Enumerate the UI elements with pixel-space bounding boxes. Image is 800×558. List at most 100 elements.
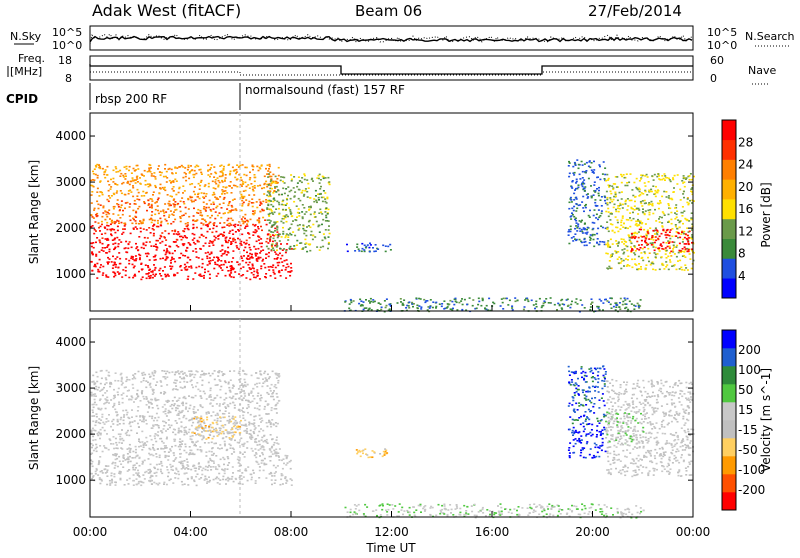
heatmap-cell	[634, 201, 636, 203]
heatmap-cell	[151, 483, 153, 485]
heatmap-cell	[112, 256, 114, 258]
heatmap-cell	[207, 430, 209, 432]
heatmap-cell	[233, 434, 235, 436]
heatmap-cell	[260, 395, 262, 397]
heatmap-cell	[185, 406, 187, 408]
heatmap-cell	[155, 274, 157, 276]
heatmap-cell	[689, 253, 691, 255]
heatmap-cell	[132, 374, 134, 376]
heatmap-cell	[176, 167, 178, 169]
heatmap-cell	[164, 203, 166, 205]
heatmap-cell	[601, 210, 603, 212]
heatmap-cell	[242, 415, 244, 417]
heatmap-cell	[165, 254, 167, 256]
heatmap-cell	[274, 277, 276, 279]
heatmap-cell	[215, 455, 217, 457]
heatmap-cell	[365, 307, 367, 309]
heatmap-cell	[95, 242, 97, 244]
heatmap-cell	[252, 470, 254, 472]
heatmap-cell	[244, 395, 246, 397]
heatmap-cell	[111, 472, 113, 474]
heatmap-cell	[161, 385, 163, 387]
heatmap-cell	[143, 248, 145, 250]
heatmap-cell	[633, 252, 635, 254]
heatmap-cell	[256, 166, 258, 168]
heatmap-cell	[359, 299, 361, 301]
heatmap-cell	[603, 161, 605, 163]
heatmap-cell	[260, 400, 262, 402]
heatmap-cell	[225, 177, 227, 179]
heatmap-cell	[99, 166, 101, 168]
heatmap-cell	[288, 207, 290, 209]
heatmap-cell	[571, 237, 573, 239]
heatmap-cell	[126, 434, 128, 436]
heatmap-cell	[255, 438, 257, 440]
heatmap-cell	[174, 374, 176, 376]
heatmap-cell	[250, 249, 252, 251]
heatmap-cell	[586, 162, 588, 164]
heatmap-cell	[593, 161, 595, 163]
heatmap-cell	[116, 192, 118, 194]
heatmap-cell	[242, 197, 244, 199]
heatmap-cell	[638, 224, 640, 226]
heatmap-cell	[620, 262, 622, 264]
heatmap-cell	[638, 244, 640, 246]
heatmap-cell	[188, 242, 190, 244]
heatmap-cell	[259, 398, 261, 400]
heatmap-cell	[146, 423, 148, 425]
y-tick-label: 4000	[55, 129, 86, 143]
heatmap-cell	[174, 477, 176, 479]
heatmap-cell	[271, 212, 273, 214]
heatmap-cell	[170, 210, 172, 212]
heatmap-cell	[545, 298, 547, 300]
heatmap-cell	[132, 467, 134, 469]
heatmap-cell	[236, 423, 238, 425]
heatmap-cell	[131, 172, 133, 174]
heatmap-cell	[221, 264, 223, 266]
noise-left-tick-top: 10^5	[52, 26, 82, 39]
heatmap-cell	[568, 176, 570, 178]
heatmap-cell	[214, 398, 216, 400]
heatmap-cell	[252, 234, 254, 236]
heatmap-cell	[389, 244, 391, 246]
heatmap-cell	[178, 373, 180, 375]
heatmap-cell	[227, 406, 229, 408]
heatmap-cell	[571, 212, 573, 214]
heatmap-cell	[684, 256, 686, 258]
heatmap-cell	[166, 250, 168, 252]
heatmap-cell	[270, 451, 272, 453]
heatmap-cell	[249, 187, 251, 189]
heatmap-cell	[163, 188, 165, 190]
heatmap-cell	[658, 175, 660, 177]
heatmap-cell	[282, 218, 284, 220]
heatmap-cell	[676, 245, 678, 247]
heatmap-cell	[137, 410, 139, 412]
heatmap-cell	[385, 251, 387, 253]
heatmap-cell	[503, 298, 505, 300]
heatmap-cell	[219, 212, 221, 214]
heatmap-cell	[635, 187, 637, 189]
heatmap-cell	[160, 222, 162, 224]
heatmap-cell	[116, 237, 118, 239]
heatmap-cell	[135, 449, 137, 451]
heatmap-cell	[119, 438, 121, 440]
heatmap-cell	[94, 402, 96, 404]
heatmap-cell	[156, 472, 158, 474]
heatmap-cell	[225, 275, 227, 277]
heatmap-cell	[271, 484, 273, 486]
heatmap-cell	[134, 378, 136, 380]
heatmap-cell	[282, 209, 284, 211]
heatmap-cell	[164, 164, 166, 166]
heatmap-cell	[185, 207, 187, 209]
heatmap-cell	[689, 179, 691, 181]
heatmap-cell	[326, 202, 328, 204]
heatmap-cell	[358, 510, 360, 512]
heatmap-cell	[268, 256, 270, 258]
heatmap-cell	[163, 428, 165, 430]
heatmap-cell	[629, 217, 631, 219]
heatmap-cell	[676, 210, 678, 212]
heatmap-cell	[159, 171, 161, 173]
heatmap-cell	[195, 395, 197, 397]
heatmap-cell	[228, 479, 230, 481]
nave-tick-bottom: 0	[710, 72, 717, 85]
